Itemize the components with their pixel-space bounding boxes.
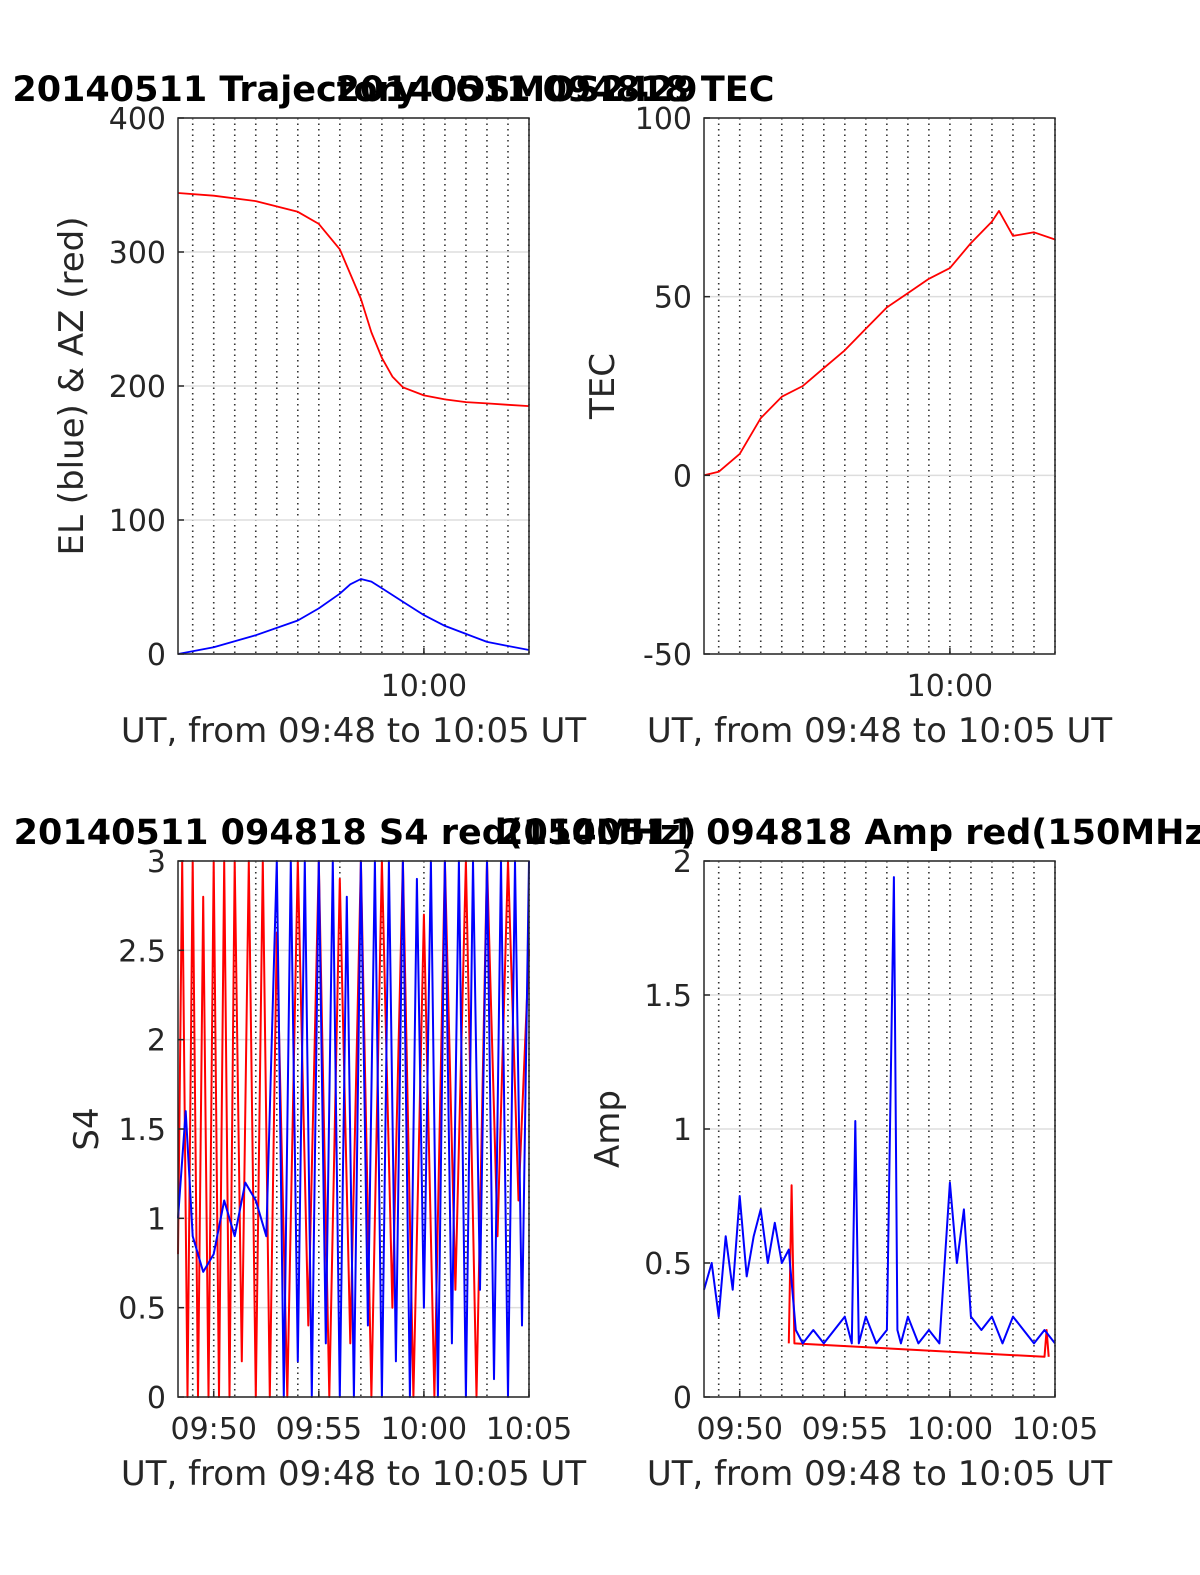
- x-tick-label: 10:00: [907, 1412, 993, 1447]
- y-axis-label: EL (blue) & AZ (red): [52, 216, 92, 555]
- y-axis-label: Amp: [588, 1090, 628, 1168]
- x-tick-label: 10:05: [1012, 1412, 1098, 1447]
- y-tick-label: 0: [147, 1381, 166, 1416]
- y-tick-label: 200: [109, 370, 166, 405]
- chart-panel-1: 0 100 200 300 400 10:00 UT, from 09:48 to 10:0…: [12, 70, 697, 751]
- series-line-1: [703, 209, 1056, 477]
- y-tick-label: 0: [673, 459, 692, 494]
- axes-box: [703, 117, 1056, 655]
- series-line-2: [177, 860, 530, 1398]
- y-tick-label: 2.5: [118, 934, 166, 969]
- y-tick-label: 0: [147, 638, 166, 673]
- x-axis-label: UT, from 09:48 to 10:05 UT: [647, 1454, 1113, 1494]
- x-axis-label: UT, from 09:48 to 10:05 UT: [647, 711, 1113, 751]
- y-tick-label: 100: [109, 504, 166, 539]
- y-axis-label: TEC: [583, 353, 623, 420]
- y-tick-label: 400: [109, 102, 166, 137]
- y-tick-label: 300: [109, 236, 166, 271]
- y-axis-label: S4: [67, 1107, 107, 1150]
- chart-title: 20140511 Trajectory COSMOS2429: [12, 70, 697, 110]
- x-tick-label: 10:00: [907, 669, 993, 704]
- y-tick-label: 1: [673, 1113, 692, 1148]
- x-tick-label: 09:50: [170, 1412, 256, 1447]
- y-tick-label: 3: [147, 845, 166, 880]
- y-tick-label: 100: [635, 102, 692, 137]
- chart-title: 20140511 094818 TEC: [336, 70, 775, 110]
- chart-panel-2: -50 0 50 100 10:00 UT, from 09:48 to 10:05 UT…: [336, 70, 1113, 751]
- chart-title: 20140511 094818 S4 red(150MHz): [14, 813, 697, 853]
- y-tick-label: 2: [147, 1024, 166, 1059]
- y-tick-label: 1: [147, 1202, 166, 1237]
- x-tick-label: 10:00: [381, 669, 467, 704]
- series-line-2: [177, 578, 530, 655]
- y-tick-label: 2: [673, 845, 692, 880]
- x-axis-label: UT, from 09:48 to 10:05 UT: [121, 1454, 587, 1494]
- y-tick-label: 0.5: [118, 1292, 166, 1327]
- series-line-1: [177, 860, 530, 1398]
- y-tick-label: 50: [654, 281, 692, 316]
- x-tick-label: 09:55: [276, 1412, 362, 1447]
- series-line-1: [787, 1184, 1050, 1358]
- x-axis-label: UT, from 09:48 to 10:05 UT: [121, 711, 587, 751]
- chart-panel-4: 0 0.5 1 1.5 2 09:50 09:55 10:00 10:05 UT, from 09…: [499, 813, 1200, 1494]
- x-tick-label: 09:55: [802, 1412, 888, 1447]
- series-line-2: [703, 876, 1056, 1345]
- x-tick-label: 09:50: [696, 1412, 782, 1447]
- series-line-1: [177, 192, 530, 407]
- y-tick-label: 0.5: [644, 1247, 692, 1282]
- y-tick-label: -50: [643, 638, 692, 673]
- x-tick-label: 10:00: [381, 1412, 467, 1447]
- chart-panel-3: 0 0.5 1 1.5 2 2.5 3 09:50 09:55 10:00 10:05 UT, fro…: [14, 813, 697, 1494]
- y-tick-label: 0: [673, 1381, 692, 1416]
- y-tick-label: 1.5: [118, 1113, 166, 1148]
- chart-title: 20140511 094818 Amp red(150MHz): [499, 813, 1200, 853]
- x-tick-label: 10:05: [486, 1412, 572, 1447]
- y-tick-label: 1.5: [644, 979, 692, 1014]
